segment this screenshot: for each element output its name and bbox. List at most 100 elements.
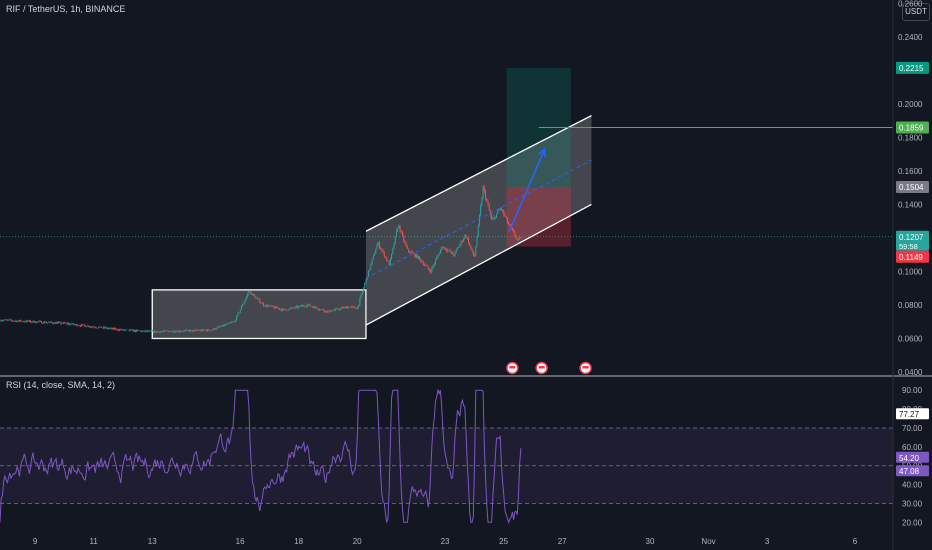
candle-body bbox=[180, 331, 182, 333]
candle-body bbox=[460, 241, 462, 245]
candle-body bbox=[461, 241, 463, 242]
candle-body bbox=[171, 330, 173, 332]
price-tick-label: 0.0400 bbox=[898, 368, 923, 377]
candle-body bbox=[111, 327, 113, 330]
candle-body bbox=[308, 304, 310, 305]
candle-body bbox=[219, 326, 221, 328]
arrow-head bbox=[538, 147, 546, 158]
candle-body bbox=[271, 305, 273, 307]
candle-body bbox=[191, 330, 193, 331]
candle-body bbox=[101, 327, 103, 329]
candle-body bbox=[441, 246, 443, 250]
rsi-pane bbox=[0, 388, 893, 524]
candle-body bbox=[276, 306, 278, 309]
candle-body bbox=[454, 251, 456, 256]
candle-body bbox=[410, 251, 412, 253]
candle-body bbox=[132, 329, 134, 332]
candle-body bbox=[399, 225, 401, 232]
rsi-sma-badge: 54.20 bbox=[899, 454, 920, 463]
candle-body bbox=[478, 215, 480, 225]
candle-body bbox=[243, 302, 245, 305]
candle-body bbox=[406, 246, 408, 249]
candle-body bbox=[122, 329, 124, 331]
candle-body bbox=[417, 256, 419, 259]
candle-body bbox=[127, 329, 129, 331]
candle-body bbox=[162, 331, 164, 332]
candle-body bbox=[242, 304, 244, 306]
price-tick-label: 0.2000 bbox=[898, 100, 923, 109]
candle-body bbox=[247, 293, 249, 297]
candle-body bbox=[14, 320, 16, 322]
candle-body bbox=[169, 331, 171, 333]
candle-body bbox=[403, 235, 405, 242]
candle-body bbox=[475, 246, 477, 257]
candle-body bbox=[455, 249, 457, 252]
candle-body bbox=[202, 329, 204, 331]
candles bbox=[0, 184, 522, 334]
candle-body bbox=[487, 201, 489, 206]
candle-body bbox=[203, 329, 205, 331]
candle-body bbox=[267, 305, 269, 307]
candle-body bbox=[136, 330, 138, 332]
time-tick-label: Nov bbox=[701, 537, 715, 546]
candle-body bbox=[283, 308, 285, 310]
candle-body bbox=[432, 265, 434, 268]
candle-body bbox=[49, 321, 51, 323]
candle-body bbox=[426, 265, 428, 267]
candle-body bbox=[176, 331, 178, 333]
candle-body bbox=[504, 214, 506, 217]
candle-body bbox=[32, 320, 34, 322]
candle-body bbox=[503, 210, 505, 215]
candle-body bbox=[387, 260, 389, 262]
candle-body bbox=[397, 228, 399, 232]
entry-price-label-bg bbox=[896, 181, 929, 194]
candle-body bbox=[45, 322, 47, 324]
rsi-alt-badge: 47.08 bbox=[899, 467, 920, 476]
candle-body bbox=[26, 320, 28, 322]
candle-body bbox=[244, 299, 246, 303]
candle-body bbox=[353, 306, 355, 308]
candle-body bbox=[193, 329, 195, 332]
candle-body bbox=[27, 320, 29, 322]
candle-body bbox=[291, 307, 293, 309]
candle-body bbox=[0, 320, 2, 322]
candle-body bbox=[389, 258, 391, 266]
candle-body bbox=[405, 243, 407, 247]
candle-body bbox=[253, 294, 255, 296]
candle-body bbox=[255, 297, 257, 299]
candle-body bbox=[110, 327, 112, 329]
candle-body bbox=[43, 321, 45, 324]
target-line-label: 0.1859 bbox=[899, 124, 924, 133]
candle-body bbox=[245, 296, 247, 300]
rsi-tick-label: 70.00 bbox=[902, 424, 923, 433]
candle-body bbox=[151, 330, 153, 332]
candle-body bbox=[173, 332, 175, 333]
candle-body bbox=[517, 239, 519, 240]
channel-lower-line bbox=[365, 203, 592, 326]
candle-body bbox=[12, 320, 14, 322]
candle-body bbox=[98, 327, 100, 328]
candle-body bbox=[126, 329, 128, 331]
candle-body bbox=[424, 264, 426, 266]
candle-body bbox=[159, 331, 161, 333]
candle-body bbox=[416, 254, 418, 259]
candle-body bbox=[294, 306, 296, 309]
rsi-value-badge: 77.27 bbox=[899, 410, 920, 419]
currency-button[interactable]: USDT bbox=[902, 3, 930, 21]
candle-body bbox=[216, 327, 218, 329]
candle-body bbox=[71, 323, 73, 325]
candle-body bbox=[322, 309, 324, 311]
candle-body bbox=[131, 329, 133, 331]
candle-body bbox=[330, 310, 332, 312]
candle-body bbox=[319, 309, 321, 311]
candle-body bbox=[161, 331, 163, 333]
candle-body bbox=[299, 305, 301, 307]
candle-body bbox=[305, 306, 307, 308]
stop-zone bbox=[506, 187, 571, 247]
time-tick-label: 13 bbox=[148, 537, 157, 546]
time-tick-label: 9 bbox=[33, 537, 38, 546]
candle-body bbox=[293, 308, 295, 309]
candle-body bbox=[427, 266, 429, 269]
candle-body bbox=[338, 309, 340, 311]
